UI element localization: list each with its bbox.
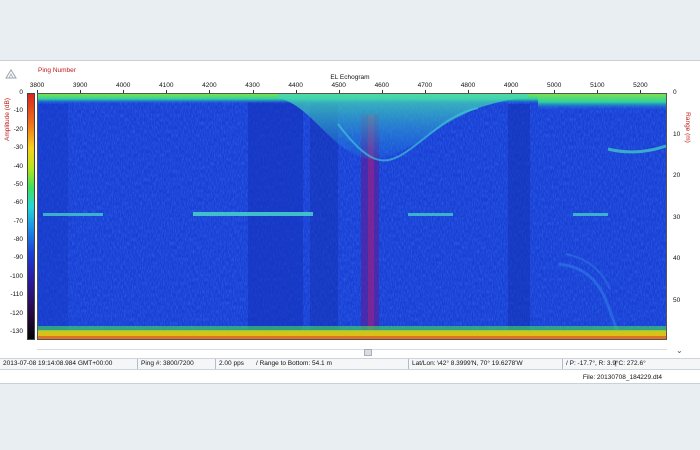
status-timestamp: 2013-07-08 19:14:08.984 GMT+00:00 xyxy=(3,360,113,367)
x-tick-label: 4400 xyxy=(288,82,303,89)
range-tick-label: 40 xyxy=(673,255,681,262)
status-rate: 2.00 pps xyxy=(219,360,244,367)
dark-stripe xyxy=(38,104,68,332)
status-heading: | C: 272.6° xyxy=(615,360,646,367)
x-tick-label: 4000 xyxy=(115,82,131,89)
status-latlon: Lat/Lon: \42° 8.3999'N, 70° 19.6278'W xyxy=(412,360,523,367)
amplitude-tick-label: 0 xyxy=(19,89,23,96)
x-tick-mark xyxy=(424,90,426,94)
amplitude-tick-label: -90 xyxy=(13,254,23,262)
ping-number-label: Ping Number xyxy=(38,67,76,74)
range-tick-label: 30 xyxy=(673,213,681,221)
collapse-icon[interactable]: ⌄ xyxy=(676,346,683,355)
scatter-layer xyxy=(573,213,608,216)
x-tick-mark xyxy=(640,90,642,94)
status-separator xyxy=(215,359,216,369)
dip-lower-line xyxy=(337,107,479,162)
status-separator xyxy=(562,359,563,369)
x-tick-label: 5000 xyxy=(546,82,562,89)
echogram-plot[interactable] xyxy=(37,93,667,340)
bottom-band-edge xyxy=(38,336,666,339)
x-tick-mark xyxy=(381,90,383,94)
scatter-layer xyxy=(408,213,453,216)
amplitude-tick-label: -30 xyxy=(13,144,23,152)
dark-stripe xyxy=(248,102,303,332)
amplitude-tick-label: -50 xyxy=(13,180,23,188)
x-tick-label: 4100 xyxy=(159,82,174,89)
amplitude-tick-label: -20 xyxy=(13,125,23,133)
amplitude-tick-label: -10 xyxy=(13,107,23,115)
x-tick-label: 5200 xyxy=(633,82,648,89)
range-tick-label: 10 xyxy=(673,130,681,138)
scatter-layer xyxy=(193,212,313,216)
x-tick-mark xyxy=(37,90,38,94)
range-axis-label: Range (m) xyxy=(683,112,691,143)
x-tick-label: 4800 xyxy=(460,82,476,89)
x-tick-label: 4700 xyxy=(417,82,433,89)
amplitude-tick-label: -60 xyxy=(13,199,23,207)
x-tick-mark xyxy=(252,90,254,94)
x-axis: 3800 3900 4000 4100 4200 4300 4400 4500 4600 4700… xyxy=(30,81,667,94)
horizontal-scrollbar[interactable] xyxy=(37,349,667,357)
range-tick-label: 50 xyxy=(673,296,681,304)
x-tick-mark xyxy=(597,90,599,94)
dark-stripe xyxy=(508,104,530,332)
x-tick-mark xyxy=(511,90,513,94)
x-tick-mark xyxy=(209,90,211,94)
x-tick-label: 3900 xyxy=(72,82,88,89)
echogram-image xyxy=(38,94,666,339)
amplitude-tick-label: -70 xyxy=(13,217,23,225)
status-separator xyxy=(408,359,409,369)
amplitude-tick-label: -100 xyxy=(9,272,23,280)
x-tick-mark xyxy=(554,90,556,94)
range-tick-label: 20 xyxy=(673,172,681,179)
right-surface-band xyxy=(538,94,666,110)
app-logo-icon xyxy=(5,69,17,79)
ripple xyxy=(565,253,611,290)
x-tick-label: 3800 xyxy=(29,82,45,89)
x-tick-mark xyxy=(123,90,125,94)
amplitude-axis-label: Amplitude (dB) xyxy=(4,98,11,141)
dark-stripe xyxy=(368,114,374,332)
x-tick-mark xyxy=(80,90,82,94)
x-tick-mark xyxy=(295,90,297,94)
x-tick-label: 4600 xyxy=(374,82,390,89)
ripple xyxy=(557,262,620,335)
status-ping: Ping #: 3800/7200 xyxy=(141,360,194,367)
x-tick-mark xyxy=(338,90,340,94)
x-tick-label: 4500 xyxy=(331,82,346,89)
x-tick-label: 4300 xyxy=(245,82,260,89)
amplitude-tick-label: -80 xyxy=(13,236,23,244)
status-bar: 2013-07-08 19:14:08.984 GMT+00:00 Ping #… xyxy=(0,358,700,370)
x-tick-mark xyxy=(468,90,469,94)
x-tick-mark xyxy=(166,90,168,94)
amplitude-tick-label: -110 xyxy=(10,291,23,299)
right-layer-line xyxy=(607,144,666,154)
scroll-thumb[interactable] xyxy=(364,349,372,356)
status-attitude: / P: -17.7°, R: 3.9° xyxy=(566,360,619,367)
status-separator xyxy=(137,359,138,369)
x-tick-label: 5100 xyxy=(590,82,605,89)
scatter-layer xyxy=(43,213,103,216)
dark-stripe xyxy=(310,102,338,332)
echogram-title: EL Echogram xyxy=(330,74,370,81)
amplitude-tick-label: -130 xyxy=(9,328,23,335)
bottom-band-glow xyxy=(38,326,666,331)
file-name: File: 20130708_184229.dt4 xyxy=(582,374,662,381)
status-range-to-bottom: / Range to Bottom: 54.1 m xyxy=(256,360,332,367)
bottom-band xyxy=(38,330,666,339)
amplitude-colorbar xyxy=(27,93,35,340)
x-tick-label: 4200 xyxy=(202,82,217,89)
x-tick-label: 4900 xyxy=(503,82,519,89)
amplitude-tick-label: -40 xyxy=(13,162,23,170)
amplitude-tick-label: -120 xyxy=(9,309,23,317)
surface-dip xyxy=(278,94,528,159)
range-tick-label: 0 xyxy=(673,89,677,96)
